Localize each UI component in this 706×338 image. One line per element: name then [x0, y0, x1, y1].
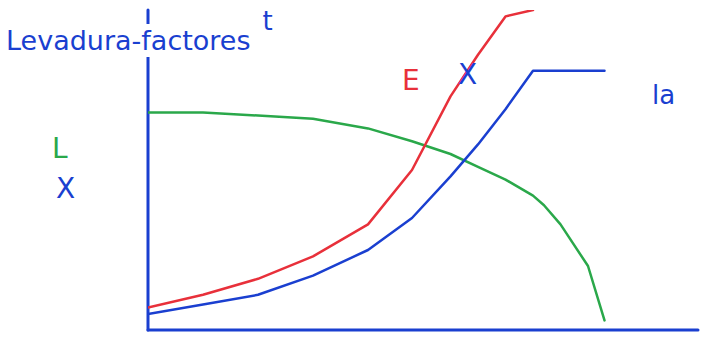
- x-axis-label: t: [263, 6, 273, 36]
- title-patch: [4, 24, 253, 57]
- series-line: [148, 112, 605, 320]
- chart: L E X X Levadura-factores t la: [0, 0, 706, 338]
- y-axis: [147, 10, 150, 330]
- series-label: L: [52, 132, 68, 165]
- series-line: [148, 71, 605, 314]
- series-label: X: [458, 58, 477, 91]
- annotation: la: [652, 80, 675, 110]
- y-axis-label: X: [56, 172, 75, 205]
- x-axis: [148, 329, 698, 332]
- title: Levadura-factores: [6, 25, 251, 56]
- series-label: E: [402, 64, 420, 97]
